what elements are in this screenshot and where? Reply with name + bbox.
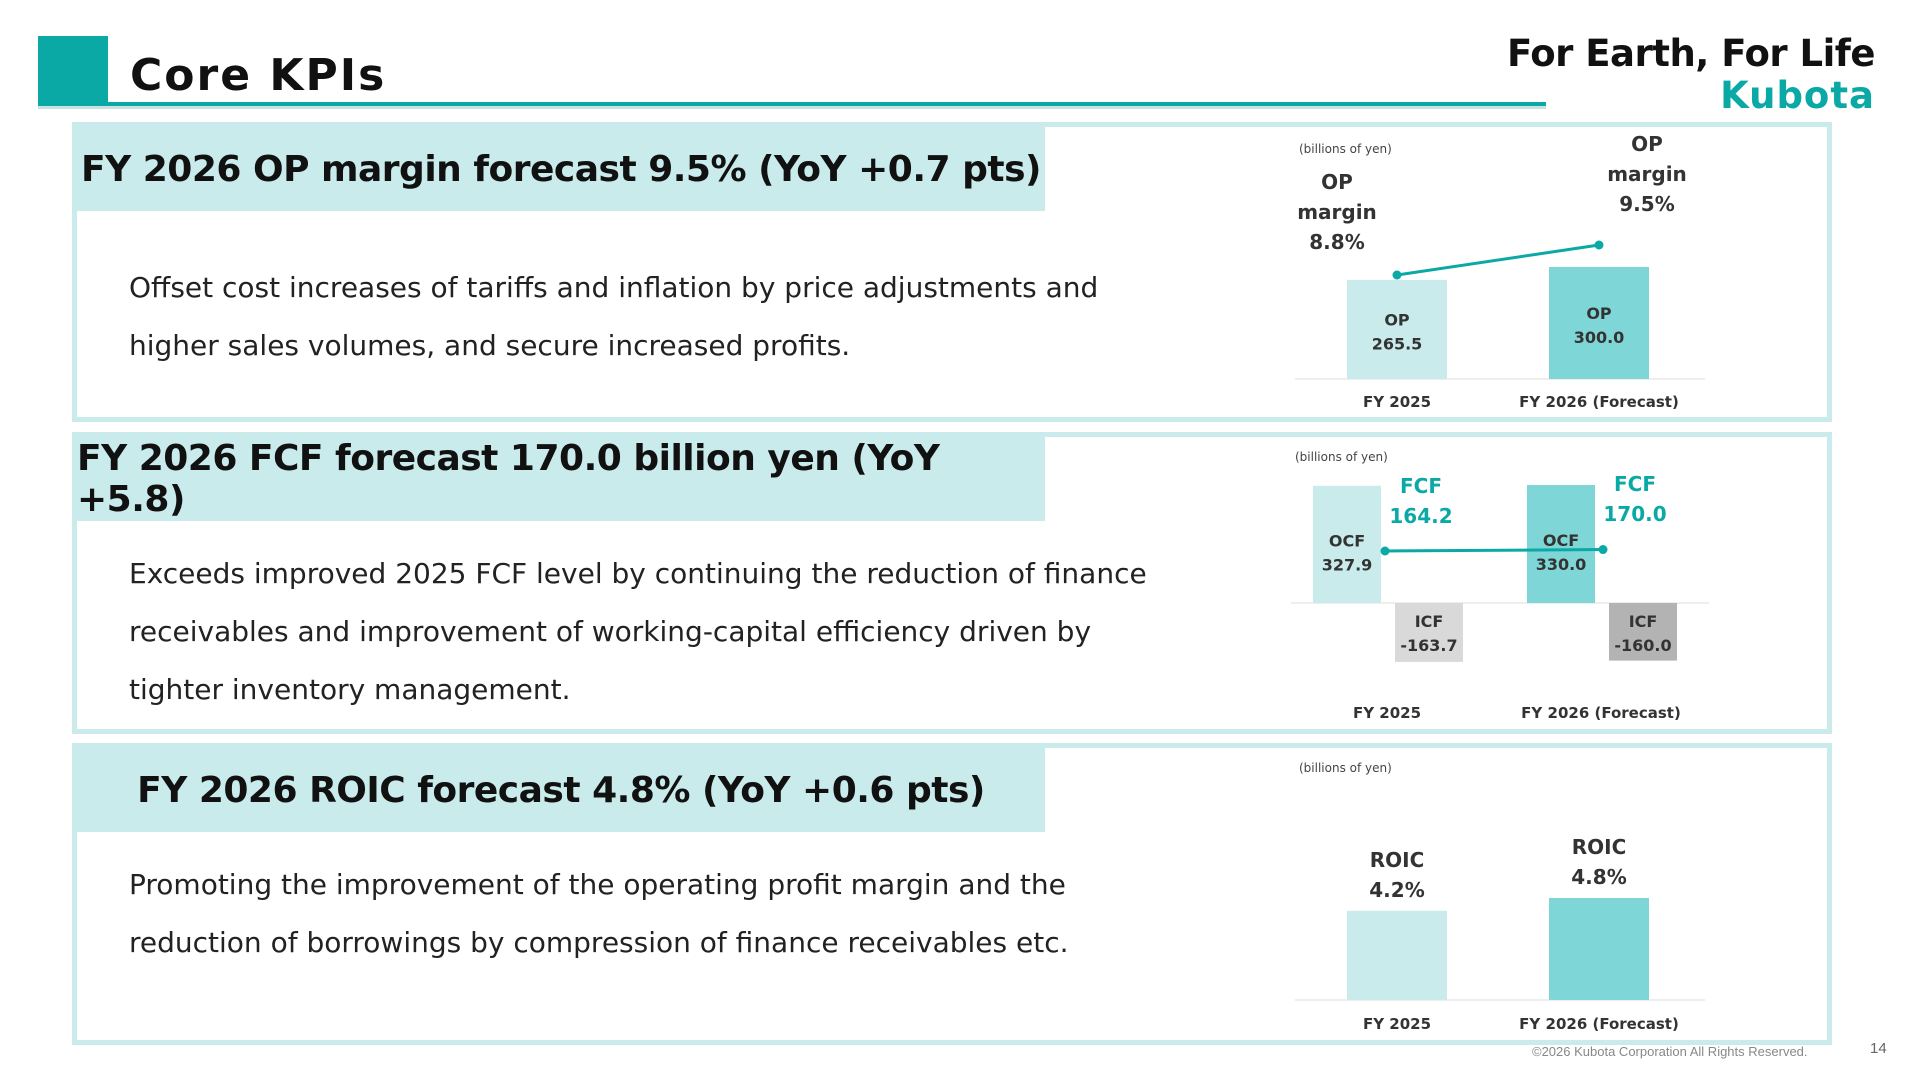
kpi-heading: FY 2026 ROIC forecast 4.8% (YoY +0.6 pts…	[77, 748, 1045, 832]
kubota-logo: Kubota	[1720, 74, 1875, 117]
fcf-chart: (billions of yen) OCF 327.9 OCF 330.0 ICF -163…	[1291, 450, 1709, 722]
kpi-panel-fcf: FY 2026 FCF forecast 170.0 billion yen (…	[72, 432, 1832, 734]
roic-bar	[1347, 910, 1447, 1000]
title-accent-square	[38, 36, 108, 106]
kpi-description-line: Exceeds improved 2025 FCF level by conti…	[129, 557, 1147, 590]
op-bar-label: OP 300.0	[1574, 304, 1625, 347]
roic-bar-label: ROIC 4.2%	[1369, 848, 1424, 902]
op-bar	[1549, 267, 1649, 379]
kpi-panel-roic: FY 2026 ROIC forecast 4.8% (YoY +0.6 pts…	[72, 743, 1832, 1045]
roic-bar-label: ROIC 4.8%	[1571, 835, 1626, 889]
unit-label: (billions of yen)	[1299, 142, 1392, 156]
kpi-description: Offset cost increases of tariffs and inf…	[129, 259, 1098, 375]
kpi-description-line: tighter inventory management.	[129, 673, 571, 706]
kpi-description-line: receivables and improvement of working-c…	[129, 615, 1092, 648]
title-underline-shadow	[38, 106, 1546, 109]
icf-bar-label: ICF -163.7	[1400, 612, 1457, 655]
fcf-line	[1384, 548, 1604, 553]
op-margin-point	[1392, 270, 1402, 280]
op-margin-label: OP margin 8.8%	[1297, 170, 1377, 254]
op-margin-line	[1396, 243, 1600, 277]
x-tick-label: FY 2025	[1363, 1015, 1431, 1033]
roic-chart: (billions of yen) ROIC 4.2% FY 2025 ROIC 4.8%…	[1295, 761, 1705, 1033]
kpi-panel-op-margin: FY 2026 OP margin forecast 9.5% (YoY +0.…	[72, 122, 1832, 422]
fcf-label: FCF 164.2	[1389, 474, 1452, 528]
ocf-bar	[1313, 485, 1381, 603]
ocf-bar-label: OCF 330.0	[1536, 531, 1587, 574]
icf-bar-label: ICF -160.0	[1614, 612, 1671, 655]
brand-tagline: For Earth, For Life	[1506, 32, 1876, 75]
page-number: 14	[1870, 1040, 1887, 1057]
kpi-heading: FY 2026 FCF forecast 170.0 billion yen (…	[77, 437, 1045, 521]
kpi-heading: FY 2026 OP margin forecast 9.5% (YoY +0.…	[77, 127, 1045, 211]
x-tick-label: FY 2026 (Forecast)	[1519, 393, 1679, 411]
unit-label: (billions of yen)	[1299, 761, 1392, 775]
x-tick-label: FY 2025	[1353, 704, 1421, 722]
fcf-point	[1598, 545, 1608, 555]
op-bar	[1347, 279, 1447, 379]
op-margin-label: OP margin 9.5%	[1607, 132, 1687, 216]
unit-label: (billions of yen)	[1295, 450, 1388, 464]
kpi-description: Exceeds improved 2025 FCF level by conti…	[129, 545, 1147, 719]
ocf-bar	[1527, 485, 1595, 603]
icf-bar	[1609, 603, 1677, 661]
kpi-description-line: higher sales volumes, and secure increas…	[129, 329, 851, 362]
x-tick-label: FY 2026 (Forecast)	[1521, 704, 1681, 722]
copyright: ©2026 Kubota Corporation All Rights Rese…	[1532, 1044, 1808, 1059]
fcf-point	[1380, 546, 1390, 556]
icf-bar	[1395, 603, 1463, 662]
kpi-description-line: Offset cost increases of tariffs and inf…	[129, 271, 1099, 304]
op-margin-chart: (billions of yen) OP 265.5 FY 2025 OP 300.0 FY…	[1295, 132, 1705, 411]
op-bar-label: OP 265.5	[1372, 310, 1423, 353]
op-margin-point	[1594, 240, 1604, 250]
kpi-description-line: Promoting the improvement of the operati…	[129, 868, 1066, 901]
roic-bar	[1549, 898, 1649, 1000]
fcf-label: FCF 170.0	[1603, 472, 1666, 526]
x-tick-label: FY 2025	[1363, 393, 1431, 411]
kpi-description-line: reduction of borrowings by compression o…	[129, 926, 1069, 959]
page-title: Core KPIs	[130, 50, 387, 101]
kpi-description: Promoting the improvement of the operati…	[129, 856, 1069, 972]
ocf-bar-label: OCF 327.9	[1322, 531, 1373, 574]
title-underline	[38, 102, 1546, 106]
x-tick-label: FY 2026 (Forecast)	[1519, 1015, 1679, 1033]
